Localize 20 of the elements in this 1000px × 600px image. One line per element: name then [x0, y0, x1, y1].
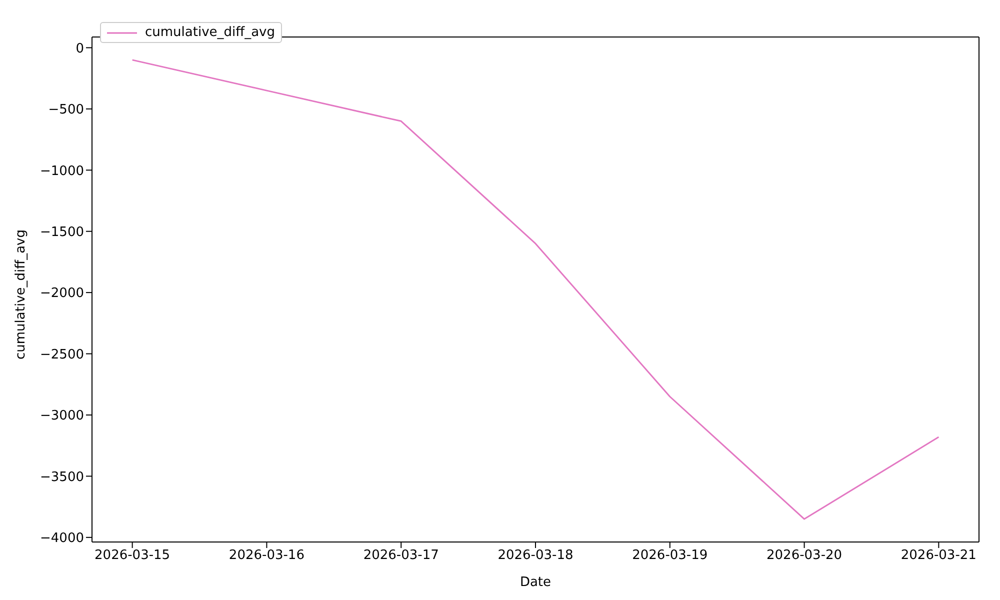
x-axis-title: Date [520, 575, 552, 590]
y-tick-label: −500 [48, 102, 84, 118]
y-tick-label: −3000 [40, 408, 84, 424]
x-tick-label: 2026-03-20 [766, 548, 842, 564]
y-tick-label: −2000 [40, 286, 84, 302]
y-axis-title: cumulative_diff_avg [14, 230, 29, 360]
x-tick-label: 2026-03-16 [228, 548, 304, 564]
y-tick-label: 0 [76, 41, 84, 56]
y-tick-label: −1500 [40, 224, 84, 240]
line-series [132, 59, 940, 520]
y-tick-label: −3500 [40, 470, 84, 485]
x-tick-label: 2026-03-15 [94, 548, 170, 564]
x-tick-label: 2026-03-17 [363, 548, 439, 564]
x-tick-label: 2026-03-18 [498, 548, 574, 564]
y-tick-label: −1000 [40, 164, 84, 179]
legend-label: cumulative_diff_avg [145, 25, 275, 40]
x-tick-label: 2026-03-21 [900, 548, 976, 564]
y-tick-label: −4000 [40, 531, 84, 546]
y-tick-label: −2500 [40, 347, 84, 362]
x-tick-label: 2026-03-19 [632, 548, 708, 564]
